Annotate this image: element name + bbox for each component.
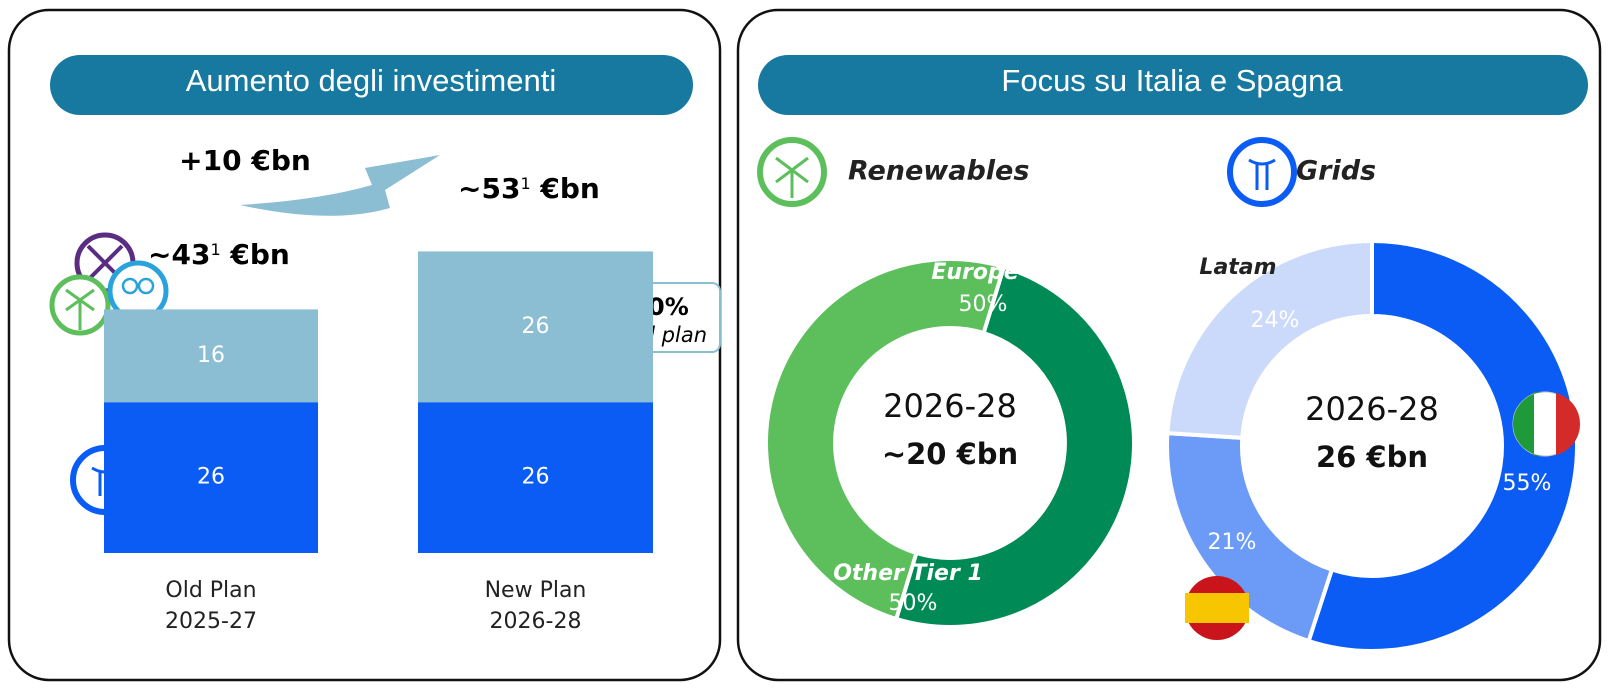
title-bar (758, 55, 1588, 115)
donut-segment (1165, 238, 1374, 440)
x-tick-label: 2026-28 (490, 609, 582, 634)
flags (1185, 391, 1581, 640)
growth-arrow (240, 155, 440, 216)
value-label: 55% (1503, 471, 1552, 496)
flag-italy (1556, 393, 1581, 455)
bar-value-label: 16 (197, 343, 225, 368)
flag-spain (1185, 593, 1249, 623)
x-tick-label: New Plan (485, 578, 587, 603)
donut-segment (893, 264, 1136, 629)
chart-title: Renewables (848, 156, 1029, 187)
marks: 26 16 Old Plan 2025-27 26 26 New Plan 2026-28 Eu… (104, 238, 1579, 653)
segment-label: Other Tier 1 (833, 561, 983, 586)
total-value: ~43 (148, 238, 210, 271)
x-tick-label: 2025-27 (165, 609, 257, 634)
center-label: ~20 €bn (882, 437, 1018, 471)
bar-segment (418, 402, 653, 553)
footnote: 1 (210, 240, 220, 259)
donut-segment (764, 257, 1007, 622)
center-label: 2026-28 (1305, 390, 1439, 428)
icon (775, 156, 809, 198)
value-label: 21% (1208, 530, 1257, 555)
bar-segment (418, 251, 653, 403)
panel-title: Focus su Italia e Spagna (1001, 63, 1343, 98)
segment-label: Latam (1199, 255, 1276, 280)
donut-segment (1306, 238, 1579, 653)
footnote: 1 (520, 174, 530, 193)
center-label: 26 €bn (1316, 440, 1428, 474)
total-label: ~431 €bn (148, 238, 290, 271)
total-label: ~531 €bn (458, 172, 600, 205)
flag-italy (1513, 392, 1545, 456)
icon (137, 277, 155, 295)
value-label: 24% (1251, 308, 1300, 333)
value-label: 50% (959, 292, 1008, 317)
segment-label: Europe (931, 260, 1018, 285)
icon (121, 277, 139, 295)
bar-segment (104, 309, 318, 403)
bar-value-label: 26 (522, 465, 550, 490)
icon (1227, 137, 1297, 207)
bar-value-label: 26 (522, 314, 550, 339)
chart-title: Grids (1296, 156, 1376, 187)
bar-segment (104, 402, 318, 553)
icon (1248, 158, 1276, 190)
total-unit: €bn (221, 238, 290, 271)
total-value: ~53 (458, 172, 520, 205)
total-unit: €bn (531, 172, 600, 205)
title-bar (50, 55, 693, 115)
center-label: 2026-28 (883, 387, 1017, 425)
right-panel (736, 8, 1602, 682)
bar-value-label: 26 (197, 465, 225, 490)
chart-title: Aumento degli investimenti (186, 63, 556, 98)
x-tick-label: Old Plan (165, 578, 256, 603)
icon (65, 288, 95, 330)
value-label: 50% (889, 591, 938, 616)
delta-label: +10 €bn (179, 144, 311, 177)
